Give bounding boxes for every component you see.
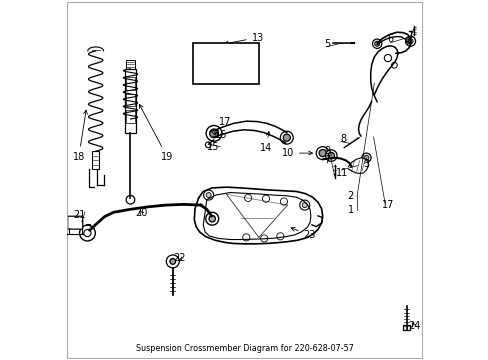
Circle shape <box>83 229 91 237</box>
Circle shape <box>195 55 211 71</box>
Circle shape <box>201 61 206 66</box>
Text: 11: 11 <box>336 168 348 178</box>
Text: 17: 17 <box>381 200 393 210</box>
FancyBboxPatch shape <box>126 94 135 106</box>
Text: Suspension Crossmember Diagram for 220-628-07-57: Suspension Crossmember Diagram for 220-6… <box>135 344 353 353</box>
Text: 22: 22 <box>173 253 185 263</box>
FancyBboxPatch shape <box>125 69 136 134</box>
Text: 20: 20 <box>135 208 147 219</box>
Circle shape <box>327 152 334 159</box>
Text: 3: 3 <box>363 159 369 169</box>
Circle shape <box>234 58 244 68</box>
Circle shape <box>280 131 293 144</box>
Text: 9: 9 <box>323 146 329 156</box>
Text: 15: 15 <box>206 141 219 152</box>
Circle shape <box>217 65 220 68</box>
Circle shape <box>374 41 379 46</box>
Text: 24: 24 <box>407 321 420 331</box>
Circle shape <box>361 153 370 162</box>
Text: 2: 2 <box>347 191 353 201</box>
Circle shape <box>276 233 284 240</box>
FancyBboxPatch shape <box>92 151 99 169</box>
Text: 4: 4 <box>404 37 409 47</box>
Text: 21: 21 <box>73 210 85 220</box>
Text: 5: 5 <box>323 39 329 49</box>
Circle shape <box>166 255 179 268</box>
Circle shape <box>215 58 226 69</box>
Circle shape <box>231 55 247 71</box>
Circle shape <box>325 150 336 161</box>
Circle shape <box>407 39 412 44</box>
Circle shape <box>405 36 415 46</box>
Text: 13: 13 <box>224 33 264 45</box>
Circle shape <box>302 203 306 208</box>
Circle shape <box>223 62 225 65</box>
Circle shape <box>203 190 213 200</box>
Circle shape <box>206 193 211 198</box>
Polygon shape <box>348 158 367 174</box>
Circle shape <box>205 142 211 148</box>
Text: 23: 23 <box>290 228 315 240</box>
FancyBboxPatch shape <box>126 111 135 123</box>
Text: 18: 18 <box>73 110 87 162</box>
Circle shape <box>206 126 222 141</box>
Circle shape <box>126 195 135 204</box>
Circle shape <box>221 65 224 68</box>
Circle shape <box>283 134 290 141</box>
Circle shape <box>209 129 218 138</box>
Circle shape <box>80 225 95 241</box>
Circle shape <box>262 195 269 202</box>
Circle shape <box>212 55 228 72</box>
Text: 8: 8 <box>339 134 346 144</box>
Circle shape <box>198 58 208 68</box>
Circle shape <box>391 62 396 68</box>
FancyBboxPatch shape <box>402 325 409 330</box>
Text: 10: 10 <box>281 148 312 158</box>
Circle shape <box>217 59 220 62</box>
Circle shape <box>215 62 218 65</box>
Text: 12: 12 <box>216 56 229 66</box>
Circle shape <box>280 198 287 205</box>
Circle shape <box>372 39 381 48</box>
FancyBboxPatch shape <box>126 60 135 69</box>
Circle shape <box>260 235 267 242</box>
FancyBboxPatch shape <box>192 42 259 84</box>
Text: 6: 6 <box>387 34 393 44</box>
Circle shape <box>244 194 251 202</box>
Circle shape <box>319 149 325 157</box>
Text: 17: 17 <box>214 117 230 135</box>
Circle shape <box>299 200 309 210</box>
Circle shape <box>384 54 391 62</box>
Circle shape <box>205 212 218 225</box>
FancyBboxPatch shape <box>126 77 135 90</box>
FancyBboxPatch shape <box>67 216 82 229</box>
Circle shape <box>242 234 249 241</box>
Circle shape <box>221 59 224 62</box>
Text: 16: 16 <box>211 130 227 140</box>
Text: 1: 1 <box>347 206 353 216</box>
Circle shape <box>237 61 242 66</box>
Text: 14: 14 <box>260 132 272 153</box>
Circle shape <box>169 258 175 264</box>
Circle shape <box>208 216 215 222</box>
Text: 19: 19 <box>139 104 173 162</box>
Circle shape <box>316 147 328 159</box>
Circle shape <box>363 155 368 160</box>
Text: 7: 7 <box>323 155 329 165</box>
